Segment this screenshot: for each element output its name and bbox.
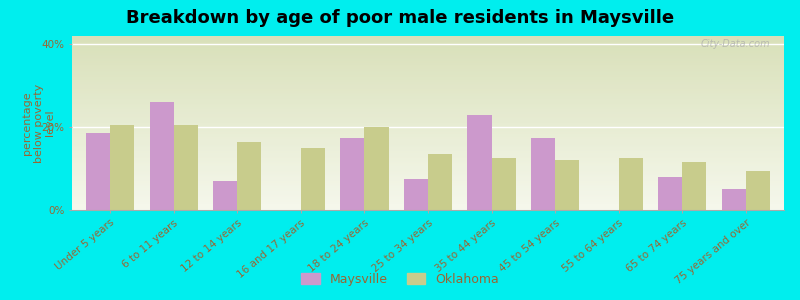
Bar: [722, 189, 746, 210]
Bar: [301, 148, 325, 210]
Bar: [467, 115, 491, 210]
Bar: [531, 137, 555, 210]
Bar: [213, 181, 238, 210]
Bar: [428, 154, 452, 210]
Text: Breakdown by age of poor male residents in Maysville: Breakdown by age of poor male residents …: [126, 9, 674, 27]
Bar: [86, 134, 110, 210]
Legend: Maysville, Oklahoma: Maysville, Oklahoma: [296, 268, 504, 291]
Bar: [238, 142, 262, 210]
Y-axis label: percentage
below poverty
level: percentage below poverty level: [22, 83, 55, 163]
Bar: [618, 158, 643, 210]
Bar: [555, 160, 579, 210]
Bar: [110, 125, 134, 210]
Bar: [150, 102, 174, 210]
Bar: [682, 162, 706, 210]
Bar: [404, 179, 428, 210]
Bar: [340, 137, 365, 210]
Bar: [365, 127, 389, 210]
Bar: [491, 158, 516, 210]
Bar: [174, 125, 198, 210]
Text: City-Data.com: City-Data.com: [700, 40, 770, 50]
Bar: [658, 177, 682, 210]
Bar: [746, 171, 770, 210]
